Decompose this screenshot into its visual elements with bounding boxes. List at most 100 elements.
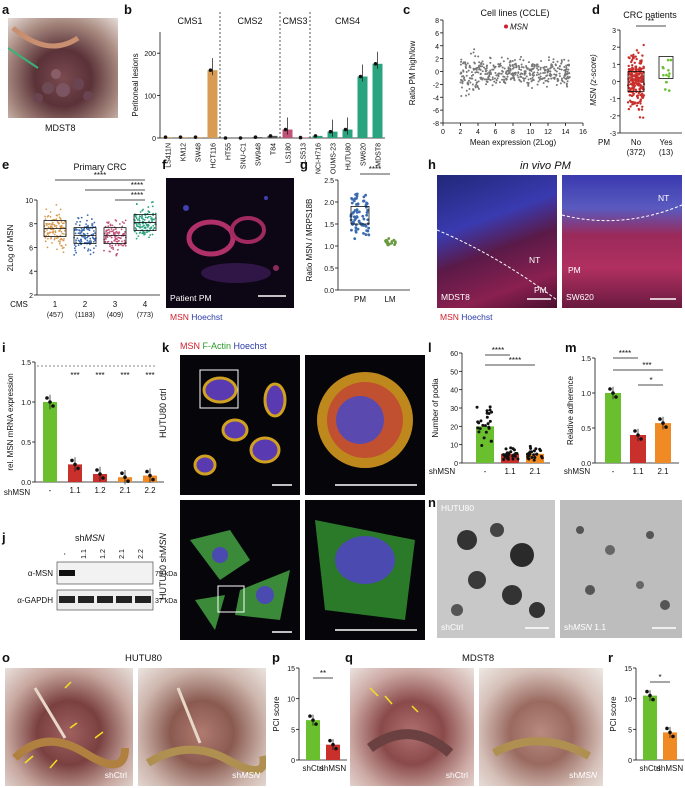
- g-point: [350, 201, 354, 205]
- d-point: [633, 61, 636, 64]
- c-point: [476, 66, 479, 69]
- b-bar: [267, 135, 278, 138]
- c-point: [465, 71, 468, 74]
- e-point: [114, 228, 117, 230]
- e-point: [134, 227, 137, 229]
- d-point: [640, 59, 643, 62]
- d-point: [640, 72, 644, 76]
- e-point: [138, 217, 141, 220]
- c-point: [487, 76, 490, 79]
- c-point: [566, 85, 569, 88]
- l-point: [516, 457, 520, 461]
- e-point: [111, 230, 114, 233]
- panel-q-caption-1: shCtrl: [445, 770, 468, 780]
- c-point: [558, 72, 561, 75]
- l-point: [502, 458, 506, 462]
- e-group-label: 2: [83, 300, 88, 309]
- e-point: [149, 215, 152, 218]
- d-point: [637, 51, 640, 54]
- b-bar: [177, 137, 188, 138]
- l-point: [507, 453, 511, 457]
- panel-q-image-1: shCtrl: [350, 668, 474, 786]
- b-xtick-label: SW48: [196, 143, 203, 162]
- c-point: [489, 69, 492, 72]
- g-point: [353, 197, 357, 201]
- d-group-label: Yes: [659, 138, 672, 147]
- c-point: [478, 64, 481, 67]
- e-point: [46, 237, 49, 240]
- d-point: [640, 108, 644, 111]
- d-ytick-label: 2: [612, 45, 616, 52]
- c-point: [517, 71, 520, 74]
- d-point: [635, 90, 638, 94]
- c-point: [519, 75, 522, 78]
- c-point: [556, 60, 559, 63]
- e-point: [109, 223, 112, 226]
- e-point: [73, 247, 76, 250]
- d-point: [639, 61, 643, 65]
- d-title: CRC patients: [623, 10, 677, 20]
- e-point: [123, 222, 126, 225]
- e-point: [106, 229, 109, 231]
- g-point: [351, 197, 354, 201]
- e-group-label: 3: [113, 300, 118, 309]
- d-sig: **: [648, 17, 654, 26]
- e-point: [91, 224, 94, 227]
- c-point: [504, 82, 507, 85]
- c-point: [560, 79, 563, 82]
- c-point: [537, 69, 540, 72]
- j-group-label: 2.1: [119, 549, 126, 559]
- d-point: [635, 49, 639, 52]
- e-point: [154, 212, 157, 215]
- e-point: [53, 233, 56, 236]
- d-point: [629, 100, 633, 104]
- e-point: [109, 250, 111, 253]
- l-point: [478, 427, 482, 431]
- e-point: [151, 218, 153, 221]
- e-point: [112, 228, 115, 231]
- c-xtick-label: 12: [544, 129, 552, 136]
- m-ylabel: Relative adherence: [566, 375, 575, 444]
- l-point: [485, 415, 489, 419]
- e-point: [104, 236, 107, 239]
- e-point: [139, 215, 141, 218]
- d-point: [635, 57, 638, 61]
- panel-n-label: n: [428, 495, 436, 510]
- c-point: [507, 72, 510, 75]
- g-point: [365, 213, 369, 217]
- d-ytick-label: 1: [612, 62, 616, 69]
- i-ytick-label: 0.5: [21, 440, 31, 447]
- panel-q-tissue-1: [367, 687, 454, 757]
- c-point: [515, 66, 518, 69]
- e-point: [73, 244, 76, 246]
- i-group-label: 1.1: [69, 486, 81, 495]
- g-box: [350, 206, 370, 225]
- c-point: [508, 64, 511, 67]
- e-point: [121, 240, 123, 243]
- c-point: [469, 52, 472, 55]
- e-point: [86, 214, 89, 217]
- i-point: [73, 462, 77, 467]
- b-xtick-label: SW620: [361, 143, 368, 166]
- legend-h-msn: MSN: [440, 312, 459, 322]
- e-point: [52, 230, 55, 233]
- i-point: [151, 477, 155, 482]
- d-point: [634, 76, 637, 80]
- c-point: [481, 65, 484, 68]
- c-xlabel: Mean expression (2Log): [470, 138, 557, 147]
- e-point: [80, 231, 83, 234]
- p-ytick-label: 5: [291, 727, 295, 734]
- panel-k-sh-zoom-cell: [315, 520, 417, 631]
- e-point: [138, 220, 141, 222]
- e-point: [46, 233, 49, 236]
- c-xtick-label: 4: [476, 129, 480, 136]
- l-point: [513, 454, 517, 458]
- e-point: [141, 232, 144, 235]
- l-point: [504, 447, 508, 451]
- g-point: [357, 210, 361, 214]
- c-point: [495, 74, 498, 77]
- m-group-label: 1.1: [632, 467, 644, 476]
- e-point: [123, 239, 126, 242]
- m-sig: ****: [619, 349, 631, 358]
- d-point: [638, 100, 641, 103]
